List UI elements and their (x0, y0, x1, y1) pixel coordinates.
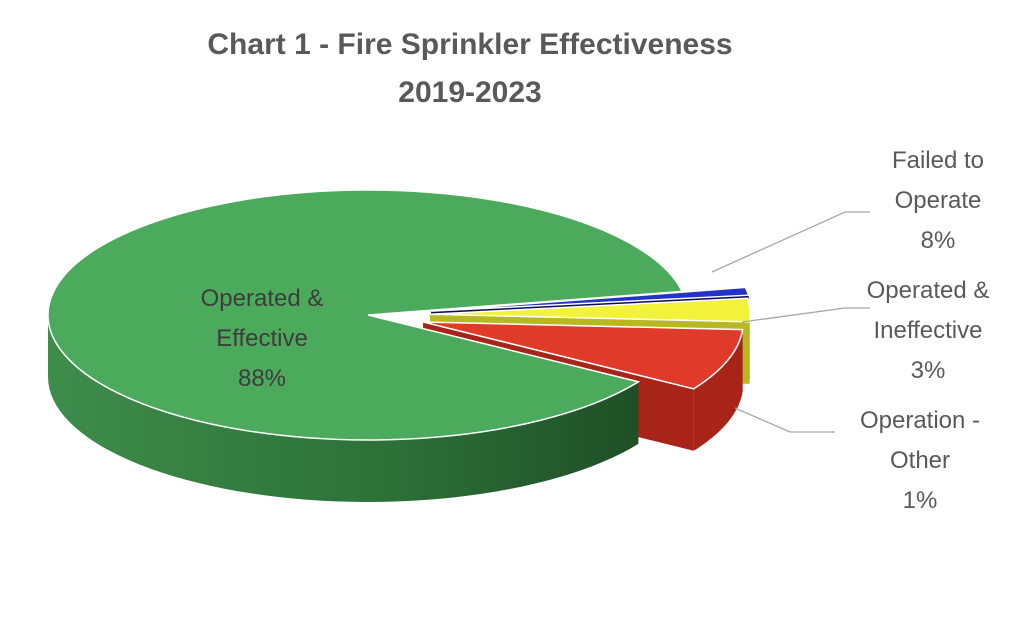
pie-slice (47, 189, 684, 441)
data-label: Operated & Effective 88% (201, 285, 324, 392)
pie-slice-side (693, 329, 743, 451)
data-label: Failed to Operate 8% (892, 147, 984, 254)
chart-title: Chart 1 - Fire Sprinkler Effectiveness (207, 28, 733, 61)
chart-subtitle: 2019-2023 (398, 76, 542, 109)
pie-slice-side (749, 311, 750, 384)
leader-line (741, 307, 870, 323)
leader-line (711, 211, 870, 273)
data-label: Operation -Other 1% (860, 407, 980, 514)
pie-slice (429, 297, 751, 323)
pie-slice (423, 321, 744, 390)
pie-slice (431, 286, 750, 312)
leader-line (734, 407, 835, 433)
pie-slice-side (48, 314, 639, 502)
data-label: Operated & Ineffective 3% (867, 277, 990, 384)
